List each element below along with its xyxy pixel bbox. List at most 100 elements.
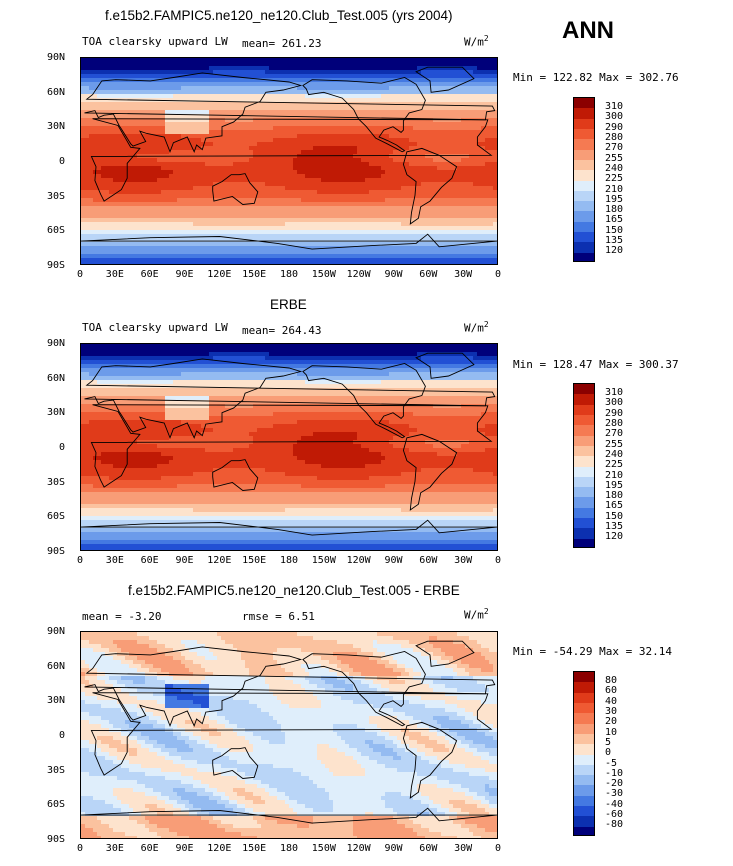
map-cell bbox=[449, 190, 454, 195]
map-cell bbox=[361, 210, 366, 215]
map-cell bbox=[349, 226, 354, 231]
map-cell bbox=[129, 82, 134, 87]
map-cell bbox=[329, 222, 334, 227]
map-cell bbox=[453, 130, 458, 135]
map-cell bbox=[129, 86, 134, 91]
map-cell bbox=[493, 158, 497, 163]
map-cell bbox=[485, 122, 490, 127]
map-cell bbox=[265, 238, 270, 243]
map-cell bbox=[341, 82, 346, 87]
map-cell bbox=[265, 70, 270, 75]
map-cell bbox=[441, 142, 446, 147]
map-cell bbox=[369, 90, 374, 95]
map-cell bbox=[113, 90, 118, 95]
map-cell bbox=[357, 114, 362, 119]
map-cell bbox=[229, 242, 234, 247]
map-cell bbox=[405, 94, 410, 99]
map-cell bbox=[369, 222, 374, 227]
map-cell bbox=[341, 178, 346, 183]
map-cell bbox=[357, 214, 362, 219]
map-cell bbox=[317, 218, 322, 223]
map-cell bbox=[245, 242, 250, 247]
map-cell bbox=[301, 206, 306, 211]
map-cell bbox=[385, 98, 390, 103]
map-cell bbox=[221, 82, 226, 87]
map-cell bbox=[285, 178, 290, 183]
map-cell bbox=[109, 174, 114, 179]
map-cell bbox=[197, 210, 202, 215]
map-cell bbox=[365, 130, 370, 135]
map-cell bbox=[93, 142, 98, 147]
map-cell bbox=[361, 90, 366, 95]
map-cell bbox=[313, 198, 318, 203]
map-cell bbox=[265, 190, 270, 195]
map-cell bbox=[333, 70, 338, 75]
map-cell bbox=[369, 150, 374, 155]
map-cell bbox=[345, 114, 350, 119]
map-cell bbox=[149, 178, 154, 183]
map-cell bbox=[229, 90, 234, 95]
map-cell bbox=[125, 118, 130, 123]
map-cell bbox=[397, 202, 402, 207]
map-cell bbox=[357, 238, 362, 243]
map-cell bbox=[473, 246, 478, 251]
map-cell bbox=[289, 102, 294, 107]
map-cell bbox=[369, 146, 374, 151]
map-cell bbox=[445, 102, 450, 107]
map-cell bbox=[377, 86, 382, 91]
map-cell bbox=[473, 130, 478, 135]
map-cell bbox=[125, 82, 130, 87]
map-cell bbox=[201, 178, 206, 183]
map-cell bbox=[261, 110, 266, 115]
map-cell bbox=[113, 214, 118, 219]
map-cell bbox=[173, 86, 178, 91]
map-cell bbox=[417, 206, 422, 211]
map-cell bbox=[233, 106, 238, 111]
map-cell bbox=[473, 98, 478, 103]
map-cell bbox=[389, 66, 394, 71]
map-cell bbox=[325, 166, 330, 171]
map-cell bbox=[477, 170, 482, 175]
map-cell bbox=[197, 70, 202, 75]
map-cell bbox=[225, 182, 230, 187]
map-cell bbox=[81, 234, 86, 239]
map-cell bbox=[429, 158, 434, 163]
map-cell bbox=[445, 58, 450, 63]
map-cell bbox=[105, 146, 110, 151]
map-cell bbox=[229, 178, 234, 183]
map-cell bbox=[409, 206, 414, 211]
map-cell bbox=[181, 102, 186, 107]
map-cell bbox=[145, 130, 150, 135]
map-cell bbox=[377, 154, 382, 159]
map-cell bbox=[461, 70, 466, 75]
map-cell bbox=[113, 222, 118, 227]
map-cell bbox=[409, 226, 414, 231]
map-cell bbox=[353, 222, 358, 227]
map-cell bbox=[405, 182, 410, 187]
map-cell bbox=[369, 238, 374, 243]
map-cell bbox=[97, 222, 102, 227]
map-cell bbox=[277, 190, 282, 195]
map-cell bbox=[317, 222, 322, 227]
map-cell bbox=[141, 66, 146, 71]
map-cell bbox=[353, 186, 358, 191]
map-cell bbox=[225, 70, 230, 75]
map-cell bbox=[397, 206, 402, 211]
map-cell bbox=[429, 70, 434, 75]
map-cell bbox=[221, 238, 226, 243]
map-cell bbox=[381, 82, 386, 87]
map-cell bbox=[357, 174, 362, 179]
map-cell bbox=[257, 86, 262, 91]
map-cell bbox=[157, 230, 162, 235]
map-cell bbox=[113, 58, 118, 63]
map-cell bbox=[253, 178, 258, 183]
map-cell bbox=[149, 234, 154, 239]
map-cell bbox=[465, 134, 470, 139]
map-cell bbox=[109, 222, 114, 227]
map-cell bbox=[445, 74, 450, 79]
map-cell bbox=[117, 98, 122, 103]
map-cell bbox=[233, 234, 238, 239]
map-cell bbox=[285, 66, 290, 71]
map-cell bbox=[473, 74, 478, 79]
map-cell bbox=[305, 214, 310, 219]
